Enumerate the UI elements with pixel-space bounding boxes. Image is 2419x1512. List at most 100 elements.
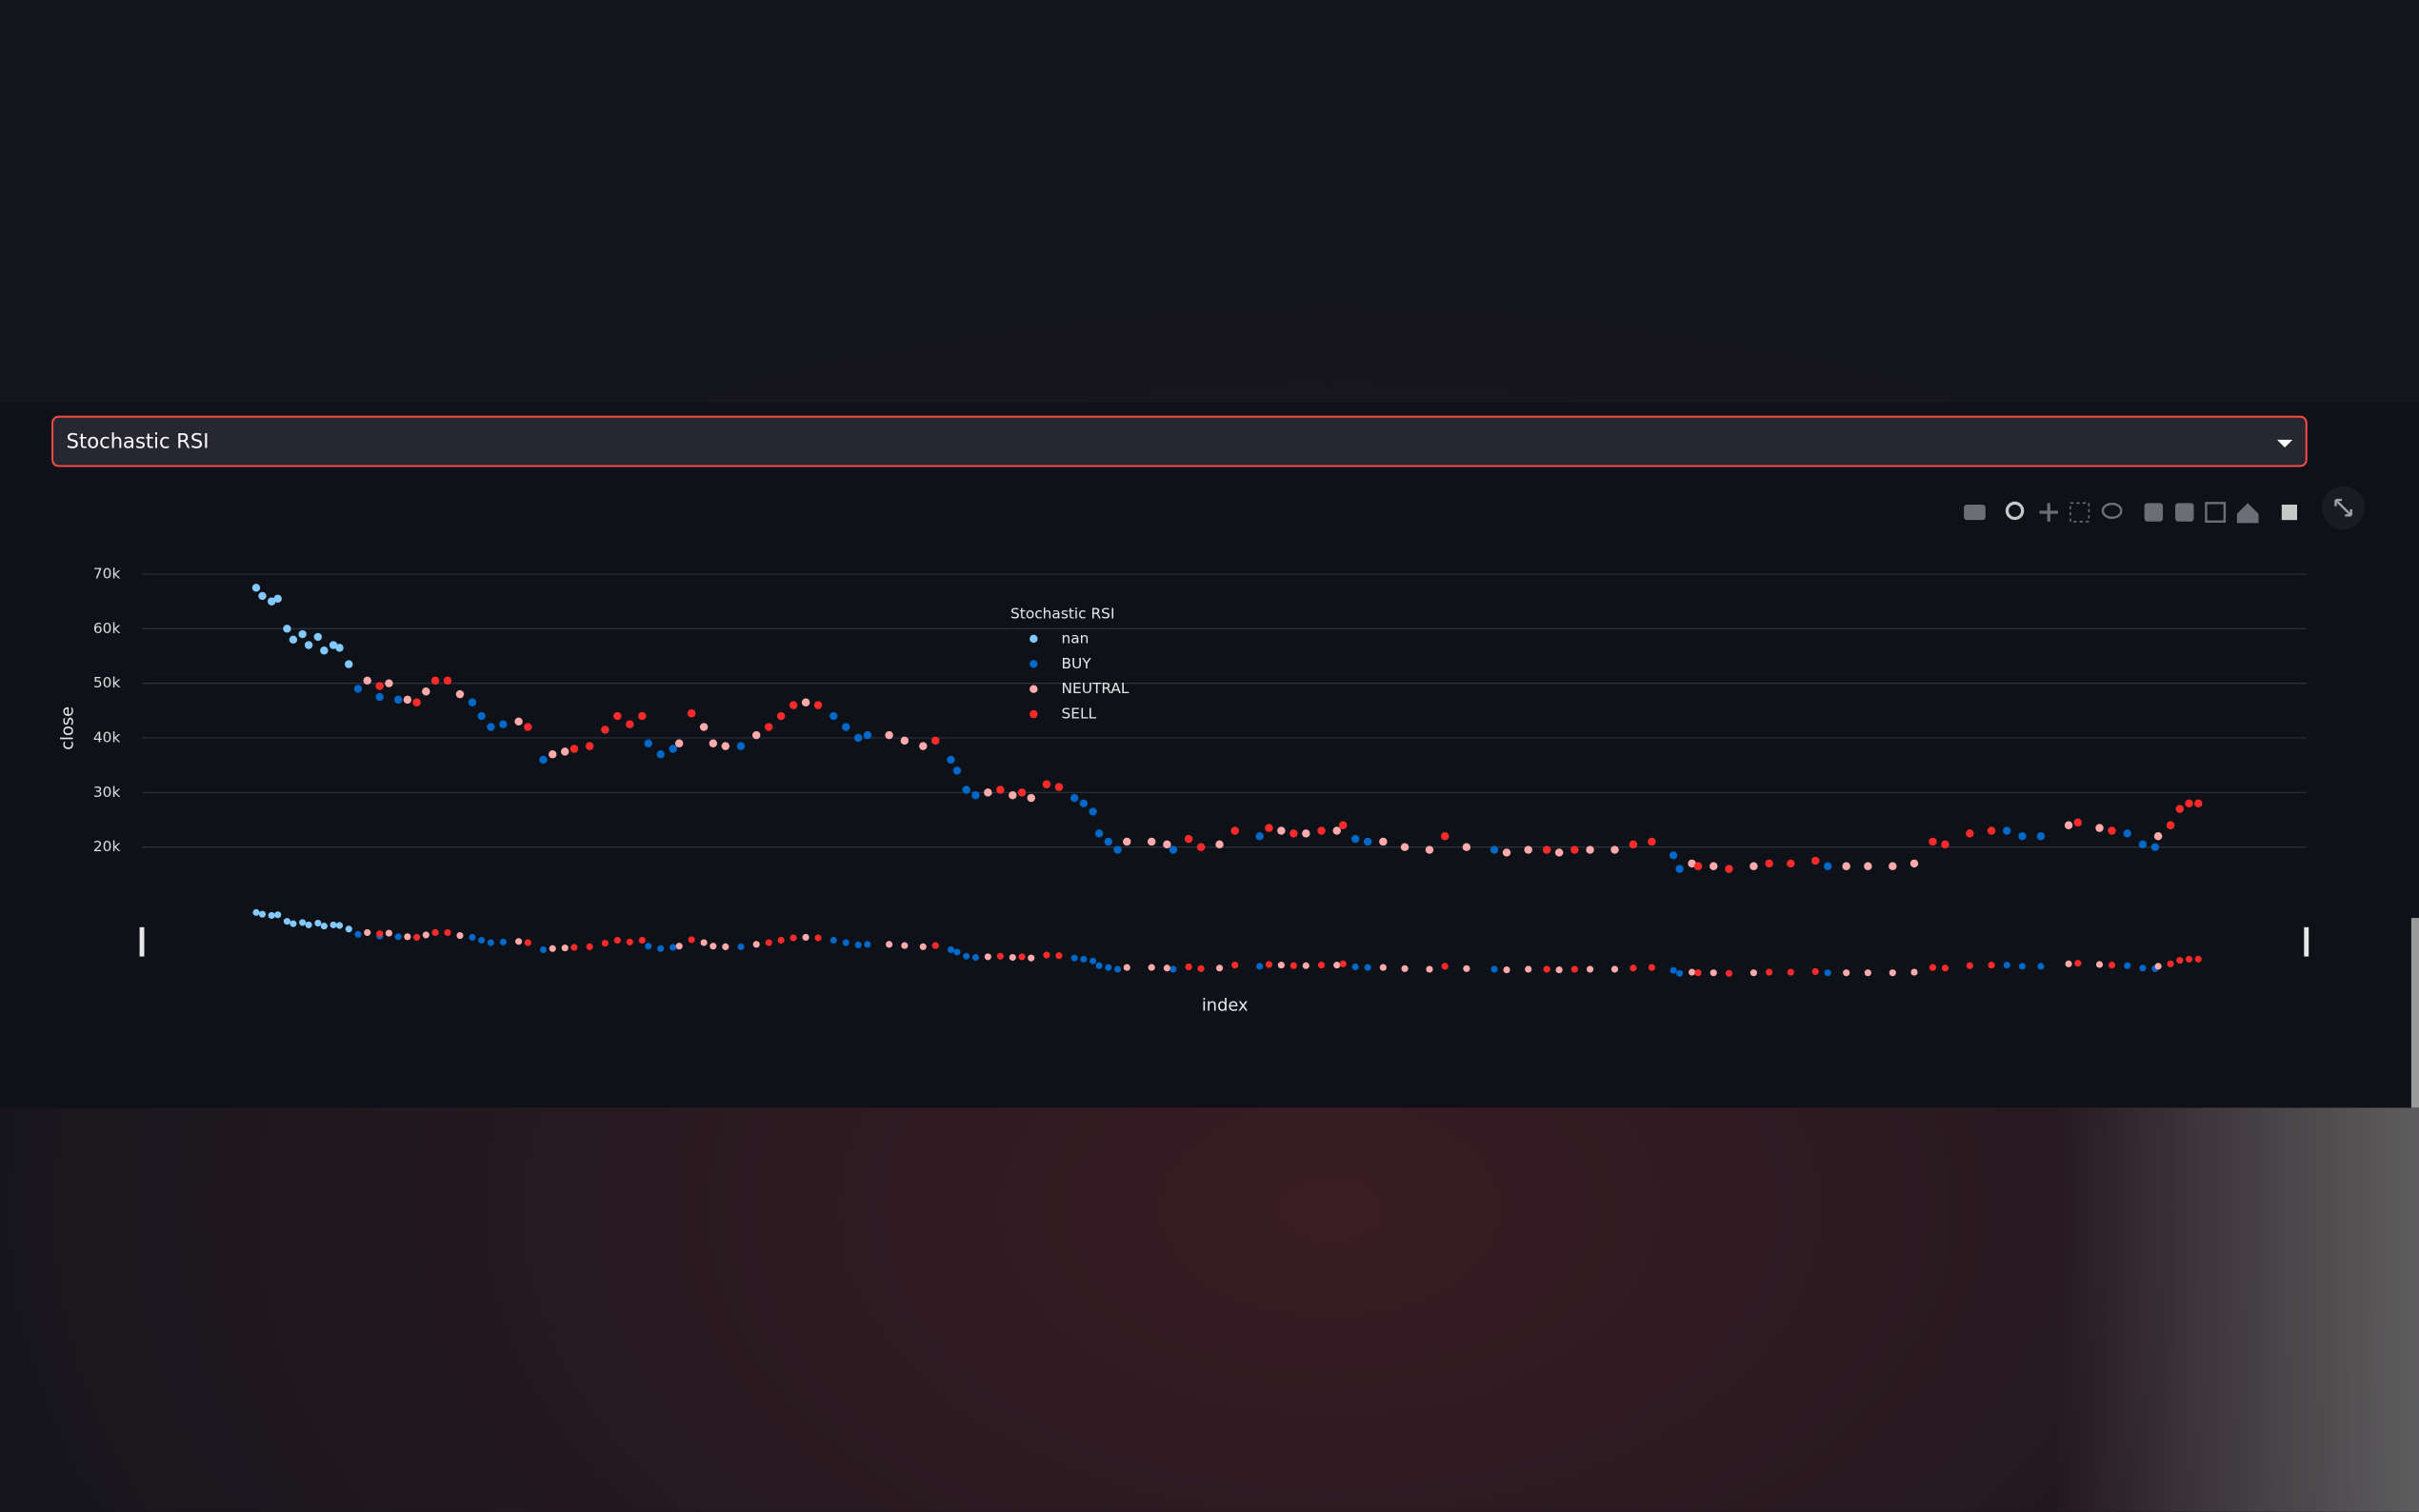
fullscreen-icon[interactable] (2334, 498, 2352, 517)
point (570, 745, 579, 753)
rangeslider-point (1709, 969, 1717, 977)
rangeslider-point (790, 934, 797, 942)
rangeslider-point (1570, 965, 1578, 973)
rangeslider-point (722, 943, 730, 950)
point (430, 676, 440, 686)
point (885, 730, 893, 740)
select-arrow[interactable] (2276, 439, 2293, 448)
point (1586, 846, 1594, 854)
legend-marker[interactable] (1030, 709, 1038, 719)
rangeslider-point (1843, 969, 1850, 977)
legend-label[interactable]: BUY (1061, 655, 1091, 672)
scrollbar[interactable] (2410, 918, 2419, 1108)
legend-marker[interactable] (1030, 685, 1038, 693)
point (1842, 862, 1850, 870)
rangeslider-point (305, 921, 312, 928)
point (289, 635, 298, 645)
rangeslider-point (1503, 966, 1510, 974)
point (1255, 832, 1264, 841)
point (1350, 834, 1360, 844)
point (320, 647, 329, 655)
rangeslider-point (1265, 961, 1272, 968)
rangeslider-point (1379, 964, 1387, 971)
legend-marker[interactable] (1030, 634, 1038, 644)
rangeslider-point (947, 945, 955, 954)
plotly-logo[interactable] (2281, 504, 2298, 521)
zoom-out-icon[interactable] (2175, 503, 2194, 522)
rangeslider-point (431, 928, 439, 937)
lasso-icon[interactable] (2101, 502, 2123, 519)
point (412, 698, 421, 706)
point (971, 791, 980, 800)
point (1054, 783, 1064, 791)
rangeslider-point (1694, 969, 1702, 977)
rangeslider-point (330, 921, 337, 928)
legend-label[interactable]: SELL (1061, 706, 1096, 723)
rangeslider-handle[interactable] (2304, 926, 2309, 957)
point (1184, 834, 1193, 844)
rangeslider-point (1441, 963, 1449, 970)
point (345, 660, 353, 668)
rangeslider-handle[interactable] (139, 926, 145, 957)
camera-icon[interactable] (1964, 504, 1986, 521)
rangeslider-point (515, 938, 523, 945)
rangeslider-point (765, 939, 772, 946)
point (736, 742, 746, 750)
rangeslider-point (1629, 965, 1637, 972)
rangeslider-point (1889, 969, 1896, 977)
select-value: Stochastic RSI (67, 428, 210, 452)
point (984, 788, 992, 797)
point (1524, 846, 1532, 854)
point (304, 641, 313, 649)
legend-label[interactable]: NEUTRAL (1061, 680, 1129, 697)
rangeslider-point (354, 930, 362, 938)
point (2018, 832, 2027, 841)
legend-marker[interactable] (1030, 660, 1038, 668)
point (1749, 862, 1758, 870)
zoom-icon[interactable] (2005, 501, 2025, 521)
point (962, 786, 970, 794)
zoom-in-icon[interactable] (2144, 503, 2164, 522)
select-box[interactable]: Stochastic RSI (51, 415, 2308, 468)
rangeslider-point (971, 953, 979, 962)
point (549, 750, 557, 759)
point (443, 676, 452, 686)
rangeslider-point (1009, 953, 1016, 962)
legend-label[interactable]: nan (1061, 629, 1089, 647)
rangeslider-point (290, 920, 297, 927)
rangeslider-point (539, 945, 548, 954)
point (996, 786, 1005, 794)
point (1196, 843, 1206, 851)
rangeslider-point (1163, 965, 1170, 972)
point (1765, 859, 1773, 868)
point (1811, 856, 1820, 865)
rangeslider-point (561, 945, 569, 952)
point (267, 597, 276, 606)
rangeslider-point (469, 933, 476, 941)
rangeslider-point (1966, 962, 1973, 969)
point (329, 641, 338, 649)
pan-icon[interactable] (2039, 503, 2058, 522)
rangeslider-point (802, 933, 810, 941)
legend-title: Stochastic RSI (1010, 605, 1114, 622)
reset-icon[interactable] (2236, 503, 2259, 524)
point (900, 736, 910, 746)
point (1009, 791, 1017, 800)
point (273, 594, 282, 603)
select-field[interactable] (51, 415, 2308, 468)
point (1230, 826, 1239, 835)
rangeslider-point (385, 929, 392, 937)
point (468, 698, 477, 706)
rangeslider-point (1105, 964, 1112, 971)
autoscale-icon[interactable] (2205, 502, 2227, 523)
point (2095, 824, 2104, 832)
rangeslider-point (413, 933, 421, 941)
rangeslider-point (1028, 954, 1035, 962)
point (385, 679, 393, 687)
point (1277, 826, 1286, 835)
rangeslider-point (456, 931, 464, 940)
plot: 20k 30k 40k 50k 60k 70k nan BUY NEUTRAL SELL (93, 565, 2309, 977)
rangeslider-point (645, 943, 652, 950)
point (709, 739, 718, 747)
rangeslider-point (1256, 963, 1264, 970)
